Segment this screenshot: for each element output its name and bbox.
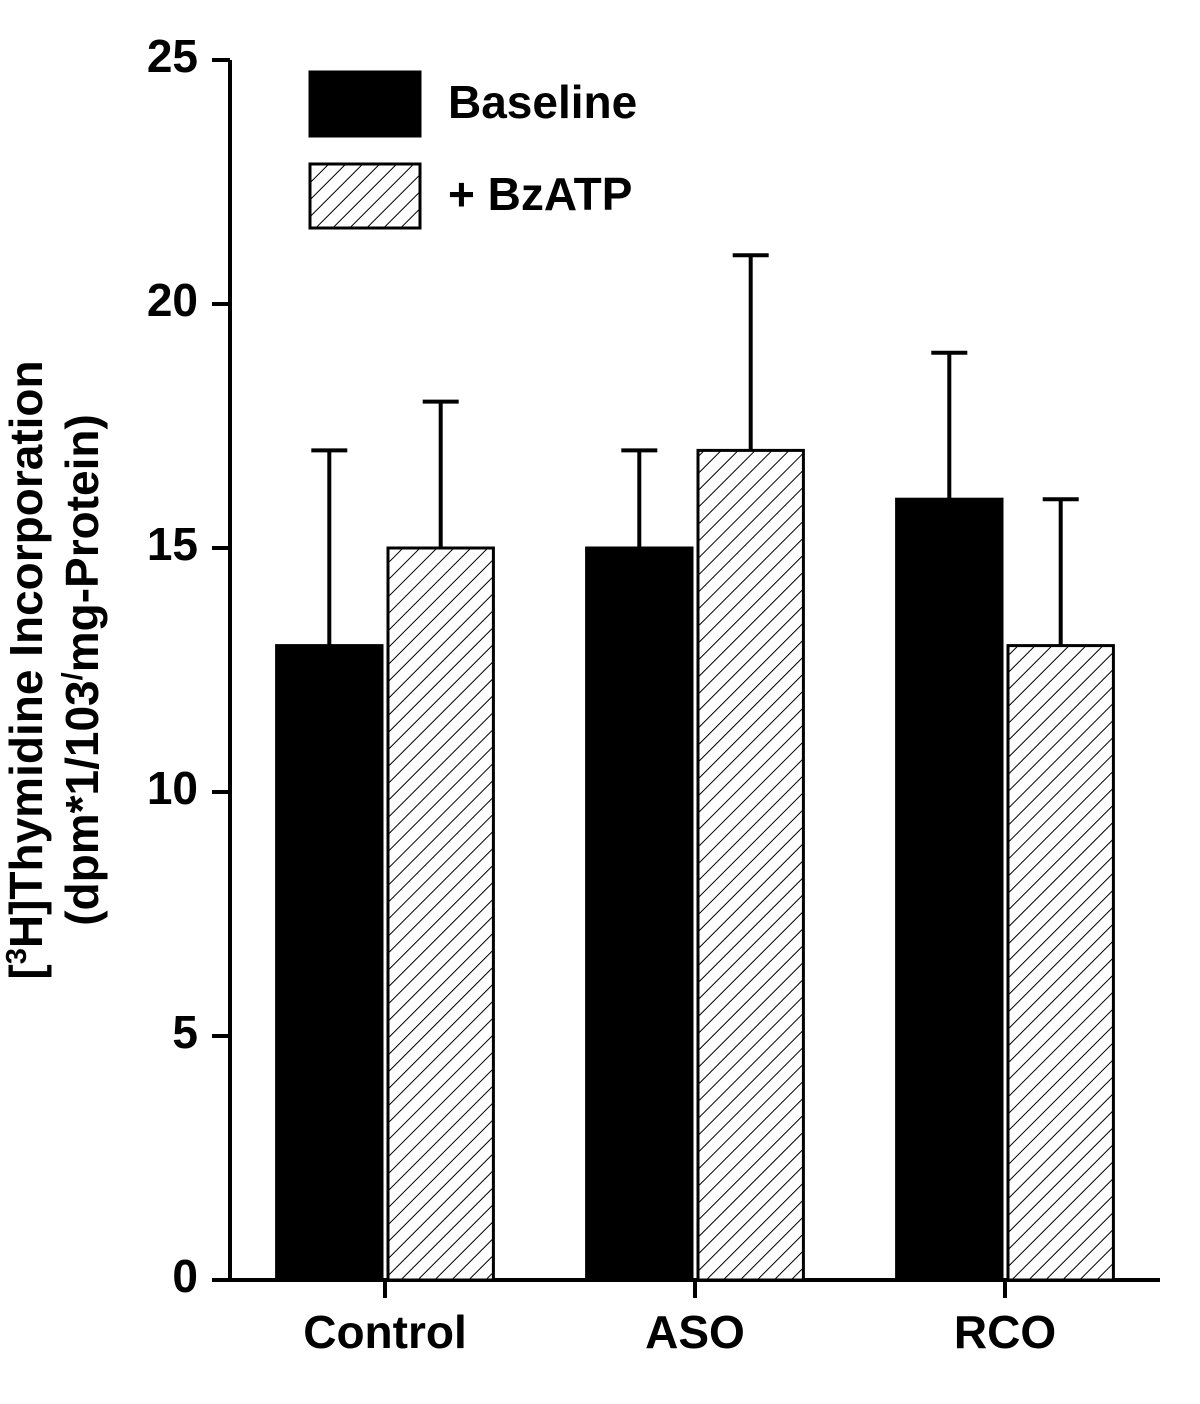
y-tick-label: 0 [172,1250,198,1302]
bar-baseline [587,548,692,1280]
y-tick-label: 15 [147,518,198,570]
legend-label-bzatp: + BzATP [448,168,632,220]
x-category-label: RCO [954,1306,1056,1358]
y-tick-label: 10 [147,762,198,814]
bar-bzatp [698,450,803,1280]
x-category-label: ASO [645,1306,745,1358]
y-tick-label: 5 [172,1006,198,1058]
bar-chart-svg: 0 5 10 15 20 25 [3H]Thymidine Incorporation(dp… [0,0,1200,1404]
x-category-label: Control [303,1306,467,1358]
svg-text:[3H]Thymidine Incorporation: [3H]Thymidine Incorporation [0,360,52,979]
bar-baseline [277,646,382,1280]
svg-text:(dpm*1/103/mg-Protein): (dpm*1/103/mg-Protein) [56,414,108,926]
bar-bzatp [1008,646,1113,1280]
legend-label-baseline: Baseline [448,76,637,128]
y-tick-label: 20 [147,274,198,326]
bar-bzatp [388,548,493,1280]
legend-swatch-bzatp [310,164,420,228]
y-tick-label: 25 [147,30,198,82]
chart-container: 0 5 10 15 20 25 [3H]Thymidine Incorporation(dp… [0,0,1200,1404]
legend-swatch-baseline [310,72,420,136]
bar-baseline [897,499,1002,1280]
